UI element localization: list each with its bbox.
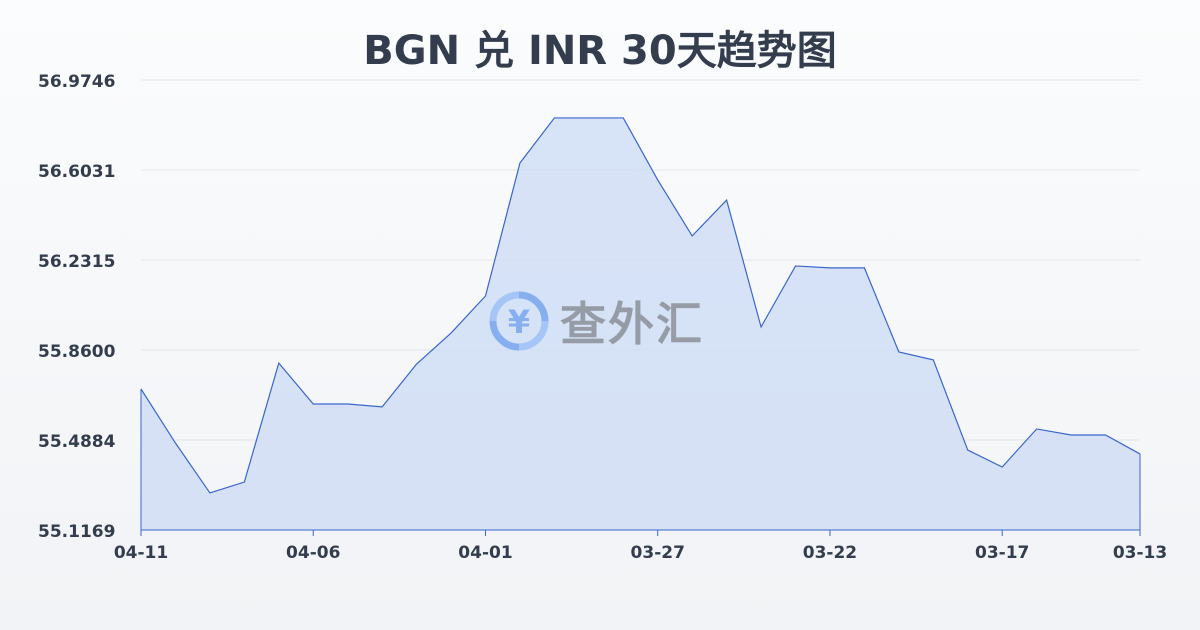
x-tick-label: 04-01 (458, 543, 512, 563)
y-tick-label: 56.9746 (38, 72, 115, 92)
yen-exchange-icon: ¥ (489, 291, 549, 351)
x-tick-label: 03-13 (1113, 543, 1167, 563)
watermark-text: 查外汇 (560, 297, 704, 351)
area-fill (141, 117, 1140, 530)
watermark: ¥ 查外汇 (488, 288, 704, 354)
x-tick-label: 04-06 (286, 543, 340, 563)
y-tick-label: 55.1169 (38, 522, 115, 542)
y-tick-label: 56.6031 (38, 162, 115, 182)
y-tick-label: 56.2315 (38, 252, 115, 272)
y-tick-label: 55.4884 (38, 432, 116, 452)
x-tick-label: 03-22 (803, 543, 857, 563)
x-tick-label: 03-17 (975, 543, 1029, 563)
y-tick-label: 55.8600 (38, 342, 116, 362)
svg-text:¥: ¥ (508, 303, 530, 341)
x-tick-label: 03-27 (631, 543, 685, 563)
x-tick-label: 04-11 (114, 543, 168, 563)
chart-title: BGN 兑 INR 30天趋势图 (363, 28, 837, 74)
series-line (140, 117, 1141, 494)
